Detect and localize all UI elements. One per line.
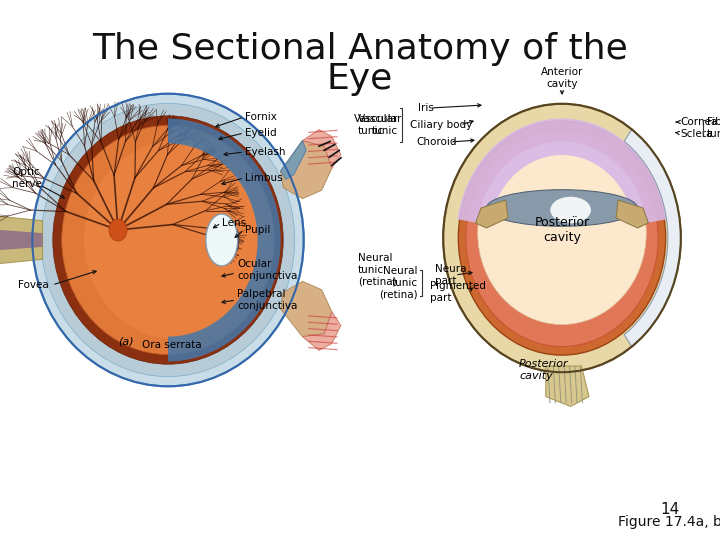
- Ellipse shape: [84, 140, 268, 339]
- Text: Ciliary body: Ciliary body: [410, 120, 472, 130]
- Ellipse shape: [109, 219, 127, 241]
- Ellipse shape: [62, 125, 274, 355]
- Text: Sclera: Sclera: [680, 129, 713, 139]
- Text: Anterior
cavity: Anterior cavity: [541, 67, 583, 89]
- Polygon shape: [281, 140, 332, 199]
- Ellipse shape: [41, 103, 294, 376]
- Text: 14: 14: [660, 503, 680, 517]
- Text: Fibrous
tunic: Fibrous tunic: [707, 117, 720, 139]
- Text: Choroid: Choroid: [416, 137, 456, 147]
- Text: Pupil: Pupil: [245, 225, 271, 235]
- Polygon shape: [281, 140, 306, 179]
- Text: Eye: Eye: [327, 62, 393, 96]
- Ellipse shape: [459, 121, 666, 355]
- Polygon shape: [302, 130, 341, 168]
- Polygon shape: [281, 281, 332, 336]
- Ellipse shape: [444, 104, 681, 372]
- Ellipse shape: [549, 196, 592, 224]
- Text: Pigmented
part: Pigmented part: [430, 281, 486, 303]
- Polygon shape: [457, 118, 667, 225]
- Polygon shape: [302, 312, 341, 350]
- Text: Posterïor
cavity: Posterïor cavity: [534, 215, 590, 245]
- Text: Ocular
conjunctiva: Ocular conjunctiva: [237, 259, 297, 281]
- Text: The Sectional Anatomy of the: The Sectional Anatomy of the: [92, 32, 628, 66]
- Ellipse shape: [32, 94, 304, 386]
- Text: Fornix: Fornix: [245, 112, 277, 122]
- Text: Neural
tunic
(retina): Neural tunic (retina): [358, 253, 397, 287]
- Ellipse shape: [206, 214, 238, 266]
- Ellipse shape: [225, 225, 239, 255]
- Text: Cornea: Cornea: [680, 117, 717, 127]
- Text: Vascular
tunic: Vascular tunic: [354, 114, 398, 136]
- Ellipse shape: [478, 141, 647, 325]
- Polygon shape: [168, 119, 281, 361]
- Text: Fovea: Fovea: [18, 280, 49, 290]
- Ellipse shape: [466, 130, 658, 347]
- Text: Lens: Lens: [222, 218, 246, 228]
- Text: Iris: Iris: [418, 103, 434, 113]
- Text: Posterior
cavity: Posterior cavity: [519, 359, 569, 381]
- Polygon shape: [0, 229, 42, 251]
- Ellipse shape: [53, 116, 283, 364]
- Ellipse shape: [487, 190, 638, 226]
- Text: Optic
nerve: Optic nerve: [12, 167, 42, 189]
- Text: Vascular
tunic: Vascular tunic: [358, 114, 402, 136]
- Polygon shape: [616, 200, 649, 228]
- Text: (a): (a): [118, 337, 134, 347]
- Polygon shape: [476, 200, 508, 228]
- Text: Neural
tunic
(retina): Neural tunic (retina): [379, 266, 418, 300]
- Text: Neura
part: Neura part: [435, 264, 467, 286]
- Text: Figure 17.4a, b: Figure 17.4a, b: [618, 515, 720, 529]
- Polygon shape: [546, 366, 589, 407]
- Text: Limbus: Limbus: [245, 173, 283, 183]
- Text: Ora serrata: Ora serrata: [142, 340, 202, 350]
- Text: Palpebral
conjunctiva: Palpebral conjunctiva: [237, 289, 297, 311]
- Polygon shape: [0, 215, 42, 265]
- Polygon shape: [624, 130, 681, 347]
- Text: Eyelash: Eyelash: [245, 147, 286, 157]
- Text: Eyelid: Eyelid: [245, 128, 276, 138]
